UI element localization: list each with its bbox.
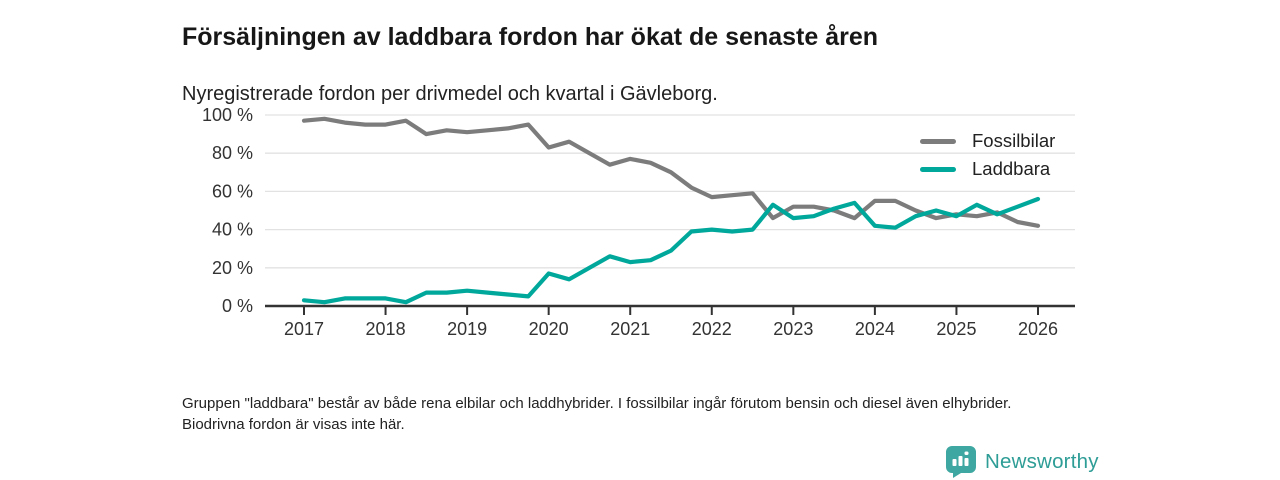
x-tick-label: 2024 [855,319,895,339]
bar-chart-bubble-icon [946,446,976,478]
y-tick-label: 40 % [212,220,253,240]
y-tick-label: 60 % [212,181,253,201]
legend-label-laddbara: Laddbara [972,158,1051,179]
brand-name: Newsworthy [985,449,1099,473]
series-line-fossilbilar [301,116,1041,228]
x-tick-label: 2017 [284,319,324,339]
newsworthy-logo: Newsworthy [945,445,1099,478]
chart-footnote: Gruppen "laddbara" består av både rena e… [182,395,1012,433]
legend-item-laddbara: Laddbara [920,158,1055,180]
legend-swatch-laddbara [920,166,956,172]
line-chart: 0 % 20 % 40 % 60 % 80 % 100 % 2017 2018 2019 2020… [180,95,1100,350]
x-tick-label: 2019 [447,319,487,339]
legend-item-fossilbilar: Fossilbilar [920,130,1055,152]
y-tick-label: 100 % [202,105,253,125]
chart-legend: Fossilbilar Laddbara [920,130,1055,180]
chart-canvas: 0 % 20 % 40 % 60 % 80 % 100 % 2017 2018 2019 2020… [202,105,1075,339]
chart-subtitle: Nyregistrerade fordon per drivmedel och … [182,83,718,105]
x-tick-label: 2025 [936,319,976,339]
x-tick-label: 2021 [610,319,650,339]
x-tick-label: 2023 [773,319,813,339]
x-tick-label: 2026 [1018,319,1058,339]
y-tick-label: 80 % [212,143,253,163]
x-tick-label: 2020 [529,319,569,339]
x-tick-label: 2018 [366,319,406,339]
page-title: Försäljningen av laddbara fordon har öka… [182,22,879,51]
x-tick-label: 2022 [692,319,732,339]
legend-label-fossilbilar: Fossilbilar [972,130,1056,151]
y-tick-label: 20 % [212,258,253,278]
y-tick-label: 0 % [222,296,253,316]
legend-swatch-fossilbilar [920,138,956,144]
series-line-laddbara [301,196,1041,305]
